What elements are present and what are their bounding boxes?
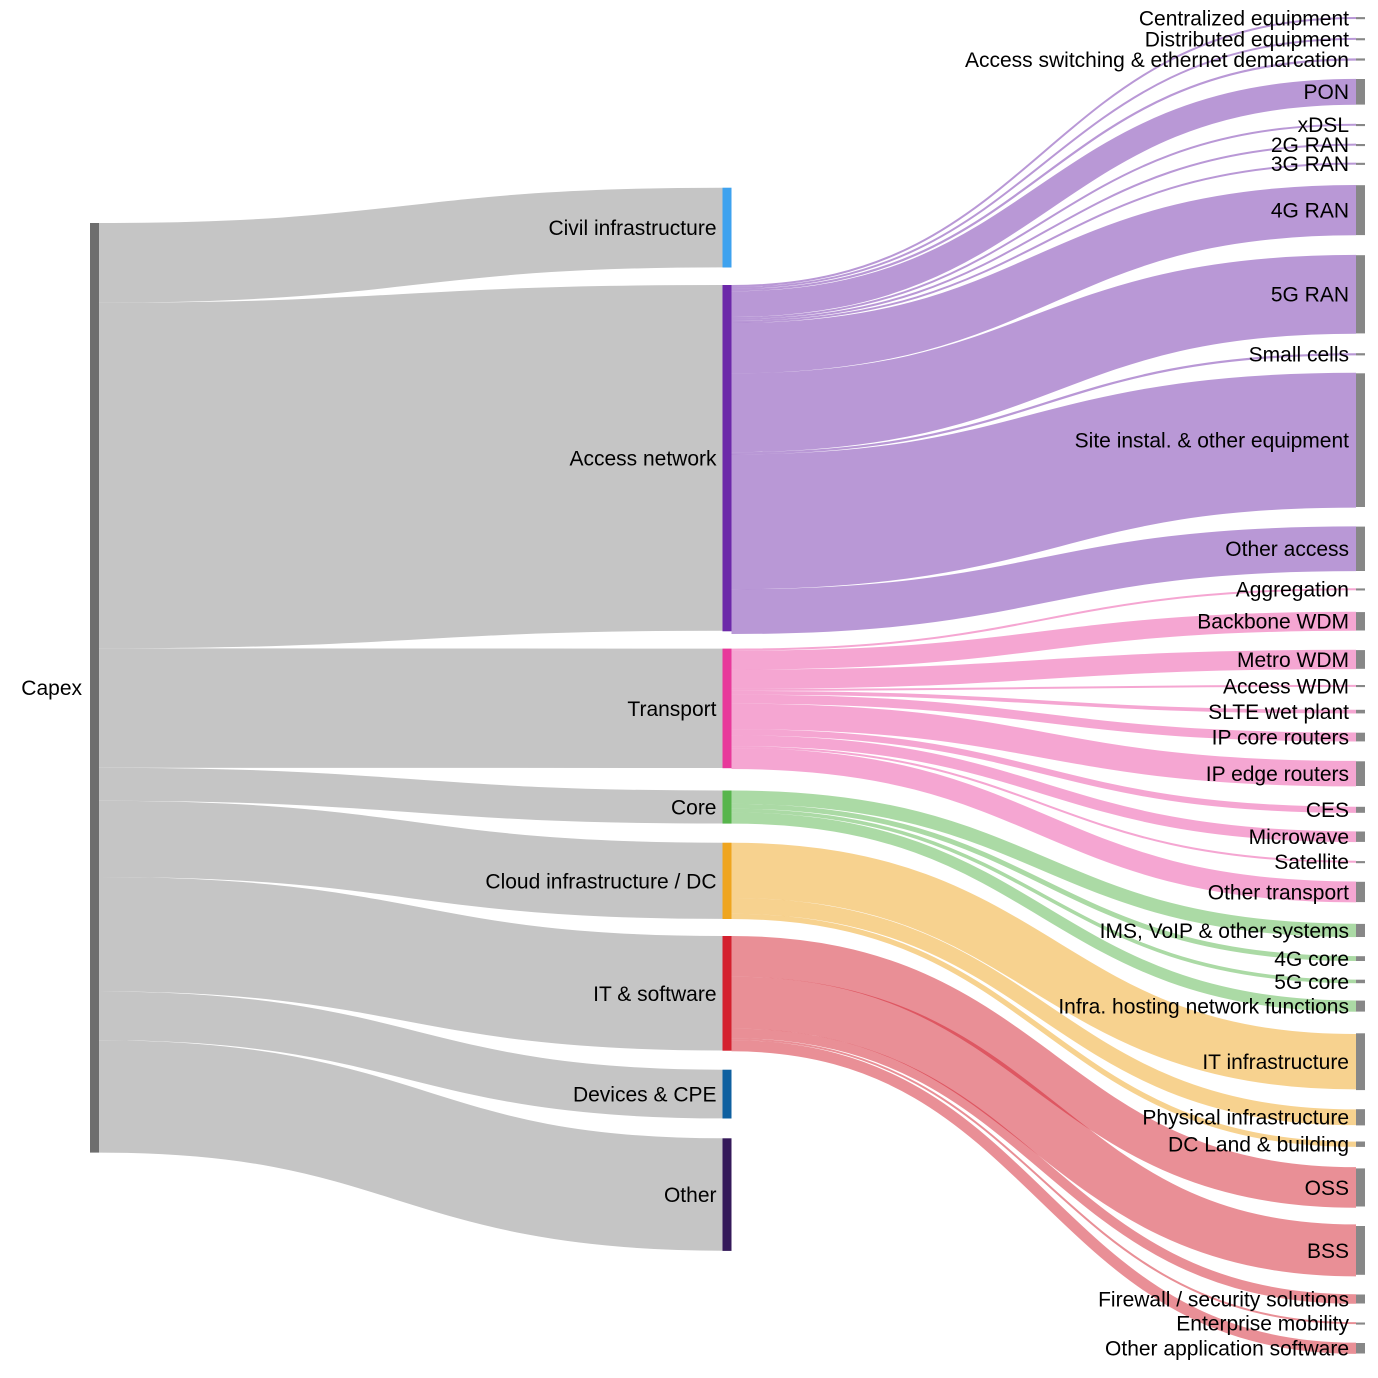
svg-text:Other transport: Other transport <box>1208 881 1349 904</box>
svg-text:OSS: OSS <box>1305 1177 1349 1200</box>
svg-text:BSS: BSS <box>1307 1240 1349 1263</box>
svg-text:Site instal. & other equipment: Site instal. & other equipment <box>1075 429 1349 452</box>
svg-text:SLTE wet plant: SLTE wet plant <box>1208 701 1349 724</box>
svg-text:2G RAN: 2G RAN <box>1271 134 1349 157</box>
svg-text:Firewall / security solutions: Firewall / security solutions <box>1098 1288 1349 1311</box>
svg-text:5G RAN: 5G RAN <box>1271 284 1349 307</box>
svg-text:IP core routers: IP core routers <box>1212 726 1349 749</box>
svg-text:3G RAN: 3G RAN <box>1271 153 1349 176</box>
svg-text:Access WDM: Access WDM <box>1223 675 1349 698</box>
svg-text:Centralized equipment: Centralized equipment <box>1139 7 1349 30</box>
svg-text:Distributed equipment: Distributed equipment <box>1145 28 1349 51</box>
svg-text:5G core: 5G core <box>1274 971 1349 994</box>
svg-text:PON: PON <box>1303 81 1349 104</box>
svg-text:Physical infrastructure: Physical infrastructure <box>1142 1107 1349 1130</box>
svg-text:4G RAN: 4G RAN <box>1271 199 1349 222</box>
svg-text:CES: CES <box>1306 799 1349 822</box>
svg-text:Cloud infrastructure / DC: Cloud infrastructure / DC <box>485 870 716 893</box>
svg-text:Other: Other <box>664 1184 717 1207</box>
svg-text:Capex: Capex <box>21 677 82 700</box>
svg-text:Microwave: Microwave <box>1249 826 1349 849</box>
svg-text:Transport: Transport <box>627 698 716 721</box>
svg-text:Access network: Access network <box>569 447 717 470</box>
svg-text:Aggregation: Aggregation <box>1236 579 1349 602</box>
svg-text:Satellite: Satellite <box>1274 851 1349 874</box>
svg-text:Other application software: Other application software <box>1105 1338 1349 1361</box>
svg-text:IT infrastructure: IT infrastructure <box>1202 1051 1349 1074</box>
svg-text:IT & software: IT & software <box>593 983 716 1006</box>
svg-text:Infra. hosting network functio: Infra. hosting network functions <box>1058 995 1349 1018</box>
svg-text:Access switching & ethernet de: Access switching & ethernet demarcation <box>965 49 1349 72</box>
svg-text:Civil infrastructure: Civil infrastructure <box>548 217 716 240</box>
svg-text:Core: Core <box>671 796 717 819</box>
svg-text:xDSL: xDSL <box>1298 114 1349 137</box>
svg-text:Other access: Other access <box>1225 538 1349 561</box>
svg-text:Enterprise mobility: Enterprise mobility <box>1176 1313 1349 1336</box>
svg-text:IMS, VoIP & other systems: IMS, VoIP & other systems <box>1100 920 1349 943</box>
svg-text:4G core: 4G core <box>1274 948 1349 971</box>
svg-text:IP edge routers: IP edge routers <box>1206 763 1349 786</box>
svg-text:Backbone WDM: Backbone WDM <box>1197 611 1349 634</box>
svg-text:DC Land & building: DC Land & building <box>1168 1134 1349 1157</box>
svg-text:Metro WDM: Metro WDM <box>1237 649 1349 672</box>
svg-text:Small cells: Small cells <box>1249 344 1349 367</box>
svg-text:Devices & CPE: Devices & CPE <box>573 1083 717 1106</box>
